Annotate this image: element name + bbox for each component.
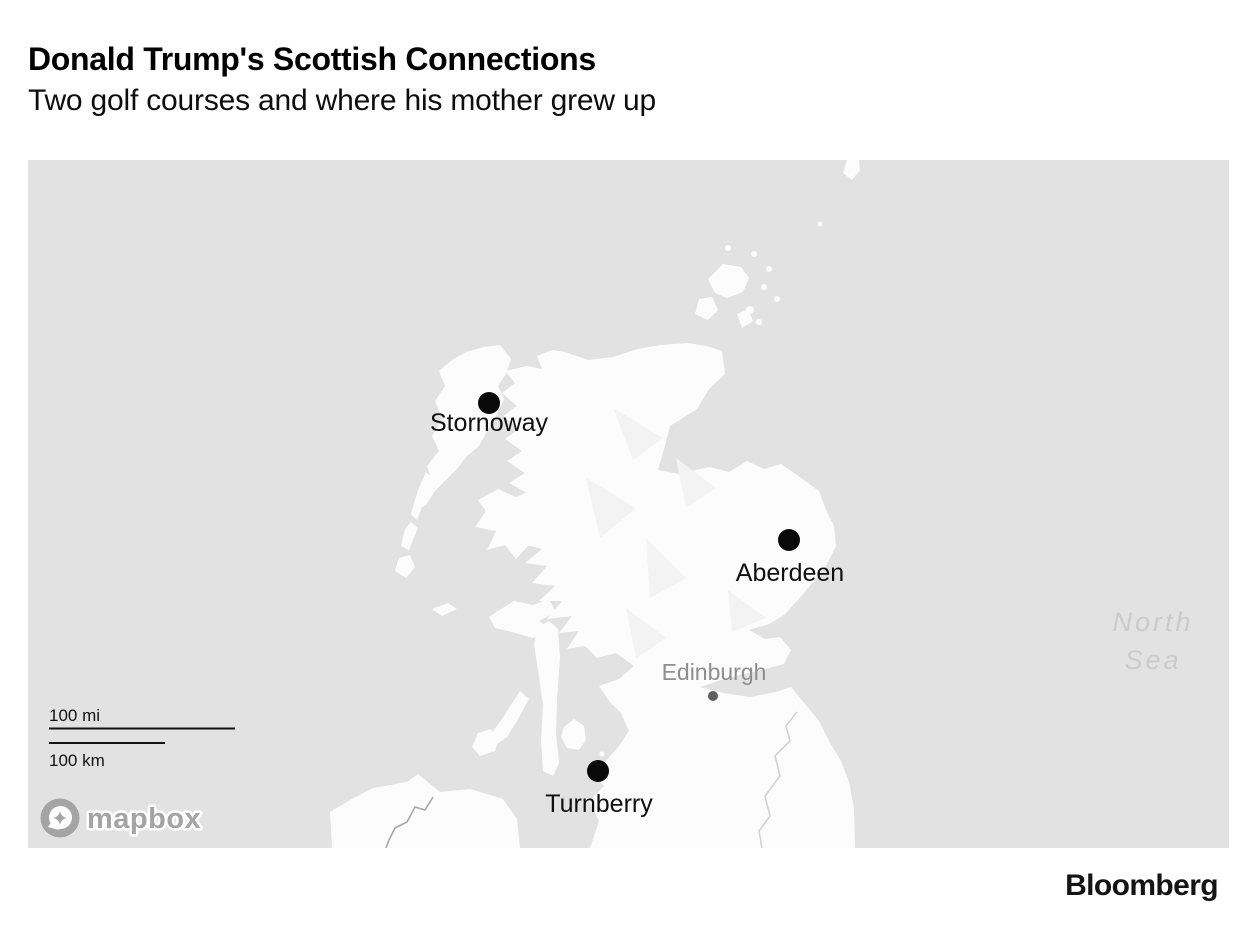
city-dot <box>708 691 718 701</box>
page-title: Donald Trump's Scottish Connections <box>28 41 596 77</box>
marker-stornoway: Stornoway <box>430 392 549 437</box>
northern-ireland <box>330 774 520 848</box>
scale-miles-label: 100 mi <box>49 706 100 725</box>
mapbox-attribution[interactable]: mapbox <box>40 798 203 838</box>
marker-aberdeen: Aberdeen <box>736 529 844 587</box>
north-sea-label: North Sea <box>1112 607 1193 675</box>
sea-label-line1: North <box>1112 607 1193 637</box>
page-subtitle: Two golf courses and where his mother gr… <box>28 84 656 118</box>
orkney-islands <box>695 245 780 328</box>
city-edinburgh: Edinburgh <box>662 659 767 701</box>
marker-label-aberdeen: Aberdeen <box>736 559 844 587</box>
isle-of-arran <box>561 719 586 750</box>
islay-jura-islands <box>472 691 529 756</box>
marker-dot-aberdeen <box>778 529 800 551</box>
bloomberg-logo: Bloomberg <box>1065 869 1219 902</box>
header: Donald Trump's Scottish Connections Two … <box>28 41 656 118</box>
shetland-islands <box>817 160 860 227</box>
scotland-england-border <box>758 711 798 848</box>
marker-dot-turnberry <box>587 760 609 782</box>
marker-label-turnberry: Turnberry <box>545 790 653 818</box>
scotland-map: North Sea Edinburgh Stornoway Aberdeen T… <box>28 160 1229 848</box>
marker-label-stornoway: Stornoway <box>430 409 549 437</box>
city-label: Edinburgh <box>662 659 767 685</box>
isle-of-lewis <box>414 345 511 511</box>
mainland-scotland <box>502 343 855 848</box>
ailsa-craig-islet <box>599 751 605 757</box>
scale-km-label: 100 km <box>49 751 105 770</box>
uist-islands <box>395 472 457 616</box>
marker-dot-stornoway <box>478 392 500 414</box>
scale-bar: 100 mi 100 km <box>49 706 235 770</box>
mapbox-logo-icon <box>40 798 80 838</box>
marker-turnberry: Turnberry <box>545 760 653 818</box>
terrain-texture <box>586 408 766 658</box>
mapbox-wordmark: mapbox <box>87 803 201 835</box>
kintyre-peninsula <box>534 621 560 776</box>
ireland-border <box>385 796 434 848</box>
map-canvas[interactable]: North Sea Edinburgh Stornoway Aberdeen T… <box>28 160 1229 848</box>
isle-of-skye <box>475 489 554 559</box>
sea-label-line2: Sea <box>1124 645 1181 675</box>
